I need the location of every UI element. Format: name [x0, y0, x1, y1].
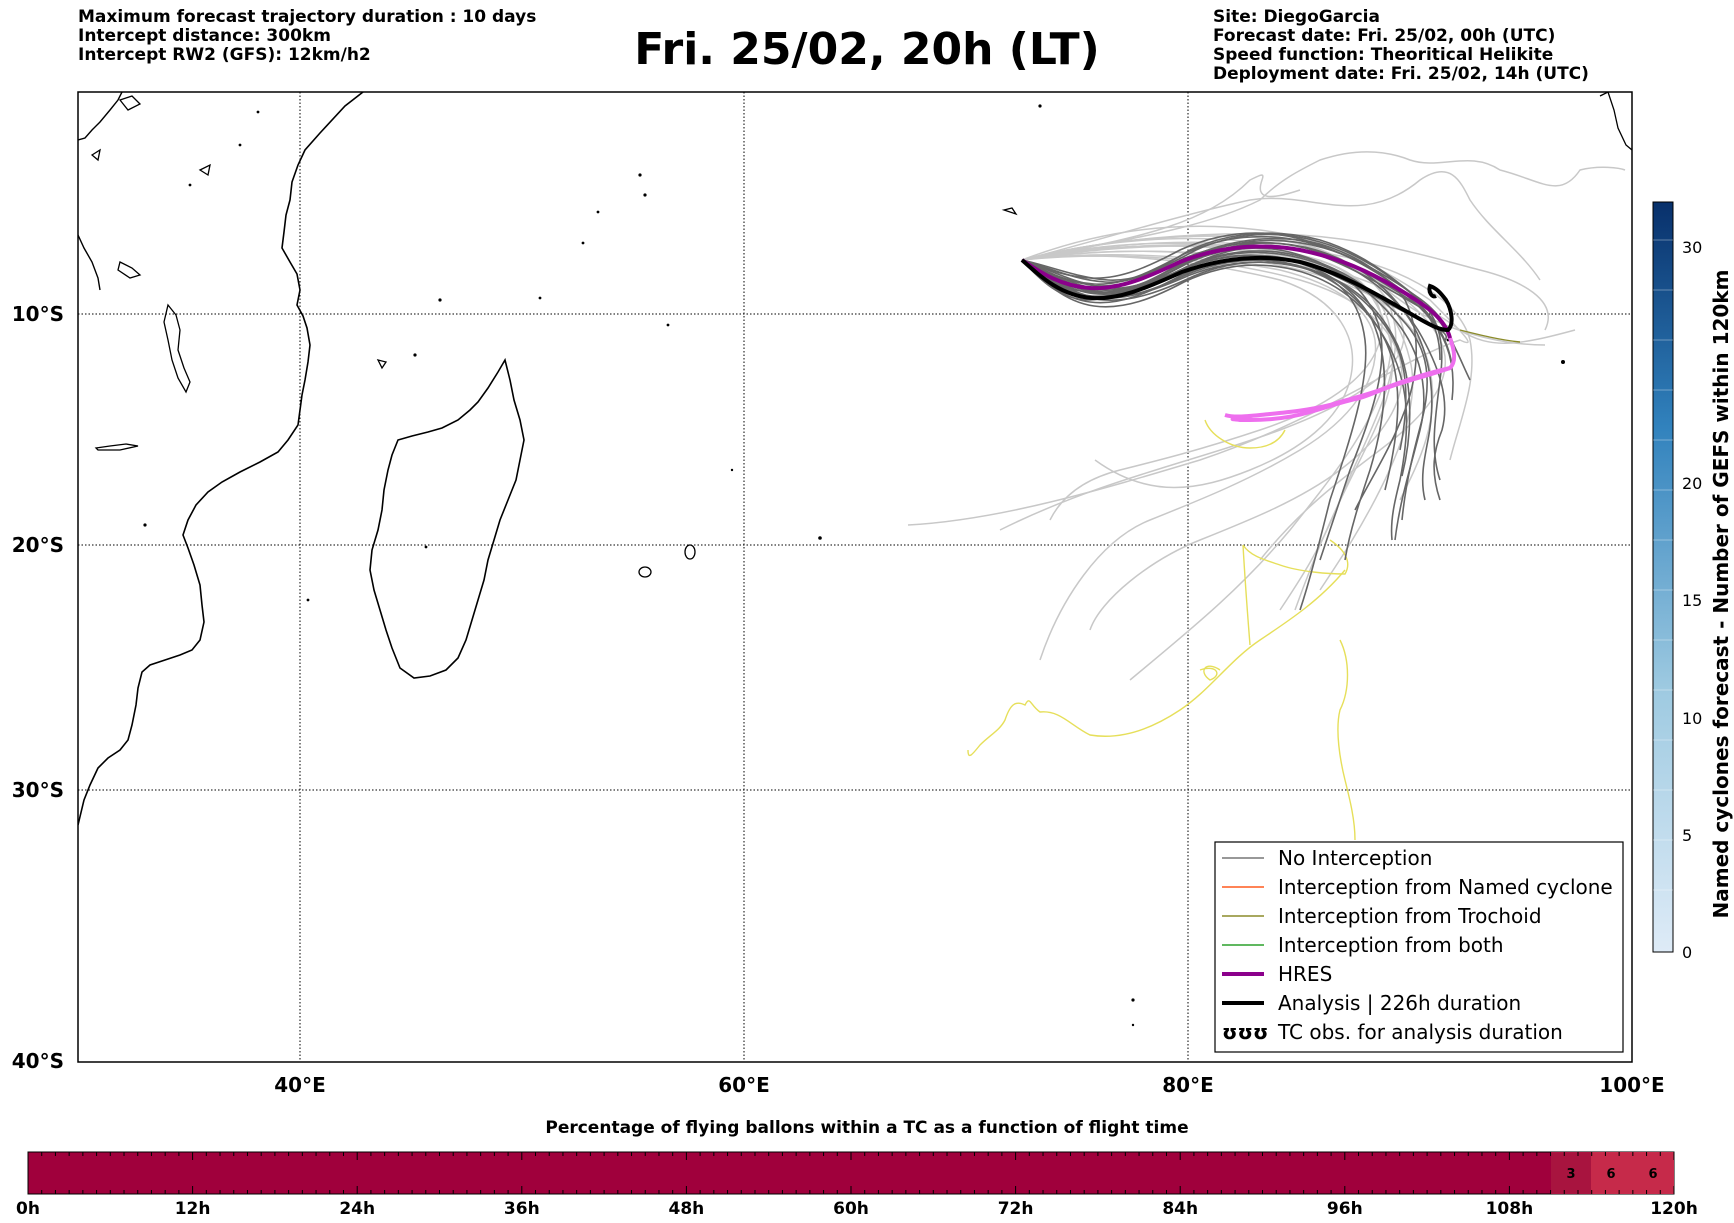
- header-left-line-1: Maximum forecast trajectory duration : 1…: [78, 7, 537, 27]
- flight-bar-tick-label: 84h: [1162, 1199, 1198, 1219]
- flight-bar-tick-label: 48h: [669, 1199, 705, 1219]
- flight-bar-tick-label: 24h: [339, 1199, 375, 1219]
- legend-label-analysis: Analysis | 226h duration: [1278, 991, 1521, 1015]
- flight-cell-3: [1632, 1152, 1674, 1194]
- hres-trajectory: [1020, 244, 1452, 339]
- colorbar: 0 5 10 15 20 30 Named cyclones forecast …: [1652, 201, 1733, 962]
- flight-bar-tick-label: 12h: [175, 1199, 211, 1219]
- legend-label-tc-obs: TC obs. for analysis duration: [1277, 1020, 1563, 1044]
- horn-coastline: [78, 234, 101, 291]
- lon-tick-40: 40°E: [274, 1073, 326, 1097]
- legend-label-no-interception: No Interception: [1278, 846, 1432, 870]
- colorbar-tick-10: 10: [1682, 709, 1702, 728]
- colorbar-tick-5: 5: [1682, 826, 1692, 845]
- lat-tick-10: 10°S: [12, 302, 64, 326]
- flight-bar-tick-label: 36h: [504, 1199, 540, 1219]
- island-dots: [143, 104, 1565, 1027]
- flight-bar-tick-label: 120h: [1650, 1199, 1698, 1219]
- lat-tick-20: 20°S: [12, 533, 64, 557]
- header-left-line-3: Intercept RW2 (GFS): 12km/h2: [78, 45, 371, 65]
- flight-cell-2: [1591, 1152, 1632, 1194]
- flight-bar-tick-label: 0h: [16, 1199, 40, 1219]
- africa-coastline: [78, 92, 364, 826]
- header-left-line-2: Intercept distance: 300km: [78, 26, 331, 46]
- flight-cell-1-value: 3: [1566, 1167, 1575, 1182]
- header-right-line-1: Site: DiegoGarcia: [1213, 7, 1380, 27]
- lat-tick-30: 30°S: [12, 778, 64, 802]
- flight-cell-1: [1551, 1152, 1591, 1194]
- colorbar-tick-15: 15: [1682, 591, 1702, 610]
- lon-tick-100: 100°E: [1599, 1073, 1664, 1097]
- colorbar-tick-30: 30: [1682, 238, 1702, 257]
- header-right-line-3: Speed function: Theoritical Helikite: [1213, 45, 1554, 65]
- flight-bar-tick-label: 108h: [1486, 1199, 1534, 1219]
- flight-bar-title: Percentage of flying ballons within a TC…: [545, 1118, 1189, 1138]
- header-right-line-4: Deployment date: Fri. 25/02, 14h (UTC): [1213, 64, 1589, 84]
- legend-label-hres: HRES: [1278, 962, 1332, 986]
- lon-tick-60: 60°E: [718, 1073, 770, 1097]
- hres-tail-segment: [1224, 366, 1451, 419]
- flight-bar-tick-label: 96h: [1327, 1199, 1363, 1219]
- islands: [90, 92, 1632, 578]
- legend-label-both: Interception from both: [1278, 933, 1504, 957]
- colorbar-label: Named cyclones forecast - Number of GEFS…: [1709, 270, 1733, 919]
- trochoid-trajectory: [1459, 329, 1521, 343]
- madagascar: [369, 357, 525, 679]
- tc-obs-icon: ʊʊʊ: [1222, 1020, 1268, 1044]
- flight-bar-tick-label: 72h: [998, 1199, 1034, 1219]
- lon-tick-80: 80°E: [1162, 1073, 1214, 1097]
- analysis-trajectory: [1020, 255, 1454, 333]
- flight-bar-tick-label: 60h: [833, 1199, 869, 1219]
- colorbar-tick-0: 0: [1682, 943, 1692, 962]
- flight-cell-3-value: 6: [1648, 1167, 1657, 1182]
- lat-tick-40: 40°S: [12, 1049, 64, 1073]
- flight-time-bar: 3 6 6 0h 12h 24h 36h 48h 60h 72h 84h 96h 108h 120h: [16, 1151, 1698, 1219]
- arabia-coastline: [78, 92, 123, 141]
- header-right-line-2: Forecast date: Fri. 25/02, 00h (UTC): [1213, 26, 1556, 46]
- flight-cell-2-value: 6: [1606, 1167, 1615, 1182]
- colorbar-tick-20: 20: [1682, 474, 1702, 493]
- legend: No Interception Interception from Named …: [1214, 841, 1624, 1053]
- page-title: Fri. 25/02, 20h (LT): [634, 24, 1100, 75]
- legend-label-named-cyclone: Interception from Named cyclone: [1278, 875, 1613, 899]
- legend-label-trochoid: Interception from Trochoid: [1278, 904, 1542, 928]
